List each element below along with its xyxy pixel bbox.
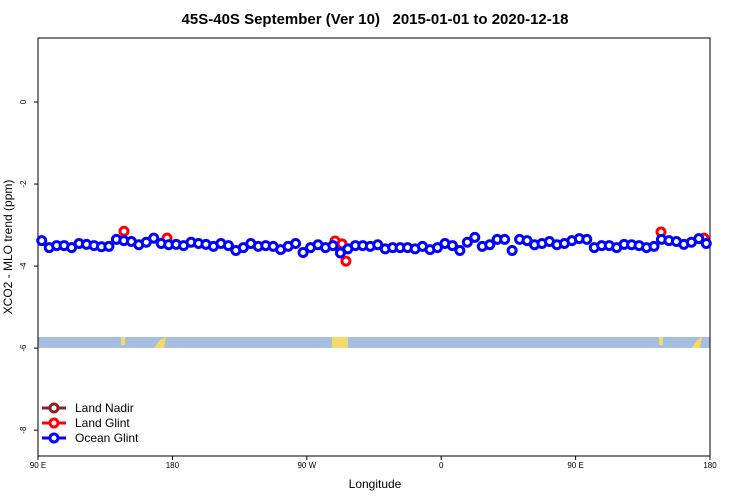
land-patch: [692, 337, 702, 348]
point: [454, 244, 466, 256]
point: [581, 233, 593, 245]
land-patch: [659, 337, 663, 345]
x-tick-label: 0: [439, 461, 444, 470]
point: [222, 240, 234, 252]
legend-marker: [48, 417, 60, 429]
point: [499, 233, 511, 245]
land-patch: [154, 337, 166, 348]
point: [693, 233, 705, 245]
land-patch: [121, 337, 125, 345]
point: [340, 255, 352, 267]
point: [103, 240, 115, 252]
point: [700, 238, 712, 250]
legend-marker: [48, 432, 60, 444]
point: [36, 235, 48, 247]
legend-label: Land Glint: [75, 416, 130, 430]
map-strip: [38, 337, 710, 348]
point: [648, 240, 660, 252]
ocean-strip: [38, 337, 710, 348]
x-tick-label: 90 E: [30, 461, 46, 470]
land-patch: [332, 337, 348, 348]
point: [469, 231, 481, 243]
point: [446, 240, 458, 252]
y-axis-label: XCO2 - MLO trend (ppm): [1, 180, 15, 315]
y-tick-label: -4: [19, 262, 28, 270]
y-tick-label: -8: [19, 426, 28, 434]
x-tick-label: 90 E: [567, 461, 583, 470]
x-tick-label: 180: [166, 461, 180, 470]
chart-title: 45S-40S September (Ver 10) 2015-01-01 to…: [182, 11, 569, 28]
y-tick-label: -2: [19, 180, 28, 188]
legend-marker: [48, 402, 60, 414]
point: [461, 236, 473, 248]
point: [484, 239, 496, 251]
point: [148, 232, 160, 244]
point: [506, 244, 518, 256]
legend-label: Ocean Glint: [75, 431, 139, 445]
point: [290, 238, 302, 250]
legend-label: Land Nadir: [75, 401, 134, 415]
point: [118, 225, 130, 237]
x-tick-label: 180: [703, 461, 717, 470]
y-tick-label: -6: [19, 344, 28, 352]
y-tick-label: 0: [19, 99, 28, 104]
x-axis-label: Longitude: [349, 477, 402, 491]
x-tick-label: 90 W: [297, 461, 316, 470]
point: [327, 240, 339, 252]
point: [297, 247, 309, 259]
